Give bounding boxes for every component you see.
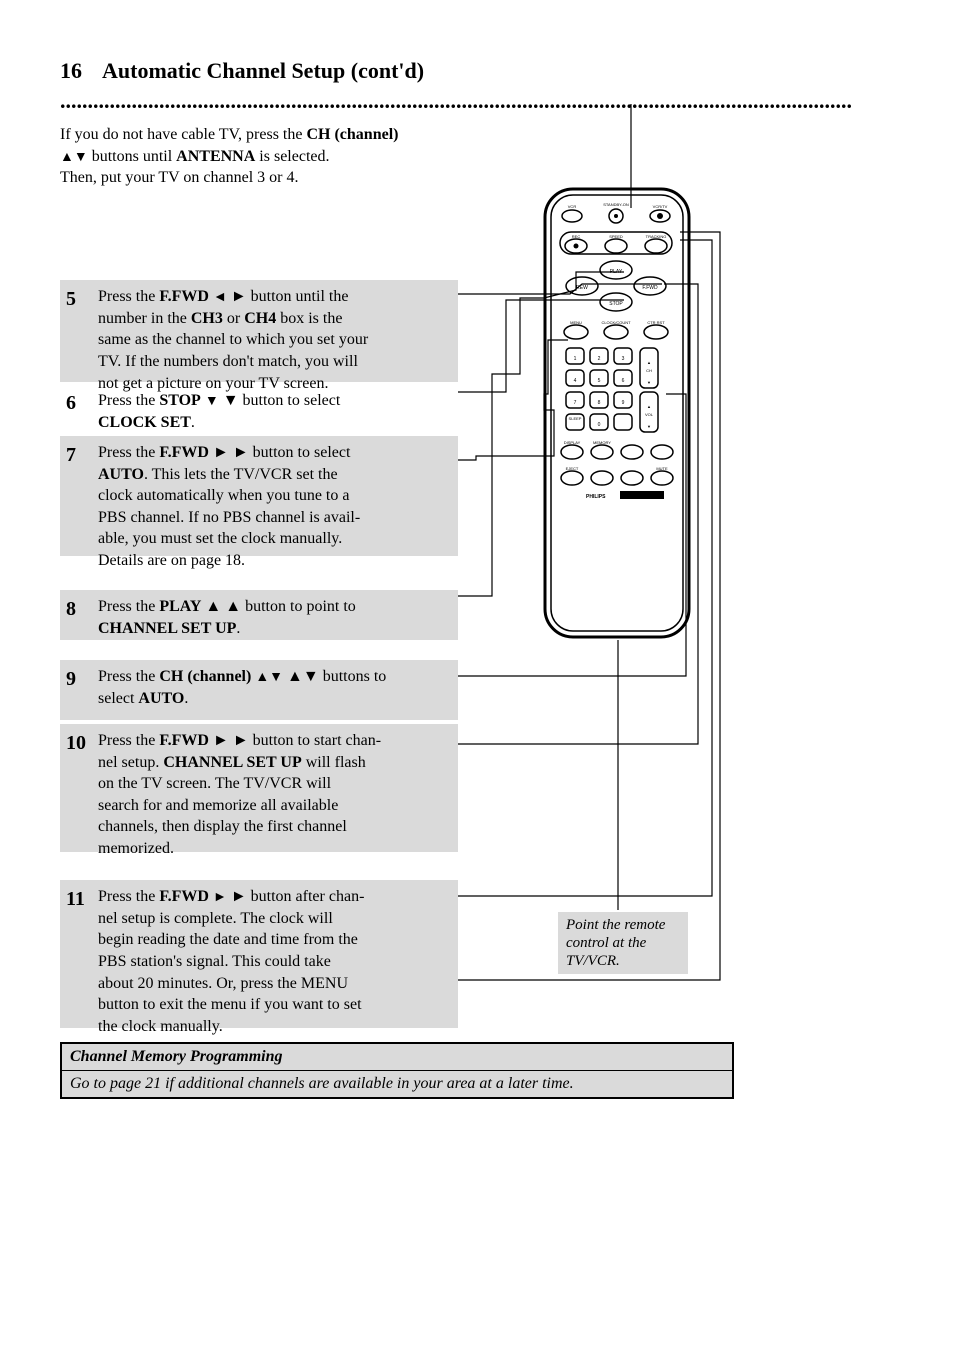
svg-text:EJECT: EJECT xyxy=(566,466,579,471)
step-11-number: 11 xyxy=(66,886,92,913)
svg-text:3: 3 xyxy=(622,356,625,362)
intro-paragraph: If you do not have cable TV, press the C… xyxy=(60,124,460,189)
svg-text:CLOCK/COUNT: CLOCK/COUNT xyxy=(601,320,631,325)
svg-text:PLAY: PLAY xyxy=(610,269,623,275)
header: 16 Automatic Channel Setup (cont'd) ....… xyxy=(60,58,894,128)
note-table: Channel Memory Programming Go to page 21… xyxy=(60,1042,734,1099)
step-10: 10 Press the F.FWD ► ► button to start c… xyxy=(60,724,458,852)
step-7-number: 7 xyxy=(66,442,92,469)
svg-text:7: 7 xyxy=(574,400,577,406)
svg-text:VOL: VOL xyxy=(645,412,654,417)
svg-text:DISPLAY: DISPLAY xyxy=(564,440,581,445)
note-body: Go to page 21 if additional channels are… xyxy=(62,1071,732,1097)
svg-text:▲: ▲ xyxy=(647,360,651,365)
svg-text:▲: ▲ xyxy=(647,404,651,409)
svg-text:REC: REC xyxy=(572,234,581,239)
up-down-arrows-icon: ▲▼ xyxy=(255,670,283,685)
svg-text:6: 6 xyxy=(622,378,625,384)
svg-text:F.FWD: F.FWD xyxy=(642,285,658,291)
note-title: Channel Memory Programming xyxy=(62,1044,732,1071)
remote-transport: PLAY REW F.FWD STOP xyxy=(566,261,666,311)
right-arrow-icon: ► xyxy=(213,890,227,905)
down-arrow-icon: ▼ xyxy=(205,394,219,409)
intro-l1-pre: If you do not have cable TV, press the xyxy=(60,126,306,143)
svg-text:0: 0 xyxy=(598,422,601,428)
side-note: Point the remote control at the TV/VCR. xyxy=(558,912,688,974)
step-11: 11 Press the F.FWD ► ► button after chan… xyxy=(60,880,458,1028)
page-root: 16 Automatic Channel Setup (cont'd) ....… xyxy=(0,0,954,1348)
svg-text:MUTE: MUTE xyxy=(656,466,668,471)
step-6-number: 6 xyxy=(66,390,92,417)
page-number: 16 xyxy=(60,58,82,84)
step-10-number: 10 xyxy=(66,730,92,757)
header-dots: ........................................… xyxy=(60,88,894,114)
svg-text:9: 9 xyxy=(622,400,625,406)
svg-text:5: 5 xyxy=(598,378,601,384)
intro-l3: Then, put your TV on channel 3 or 4. xyxy=(60,167,460,189)
svg-text:STOP: STOP xyxy=(609,301,623,307)
svg-text:STANDBY-ON: STANDBY-ON xyxy=(603,202,629,207)
svg-text:4: 4 xyxy=(574,378,577,384)
svg-text:MENU: MENU xyxy=(570,320,582,325)
step-7: 7 Press the F.FWD ► ► button to select A… xyxy=(60,436,458,556)
intro-l2-post: is selected. xyxy=(255,148,329,165)
svg-text:1: 1 xyxy=(574,356,577,362)
step-8-number: 8 xyxy=(66,596,92,623)
remote-top-row: VCR STANDBY-ON VCR/TV xyxy=(562,202,670,223)
step-9-number: 9 xyxy=(66,666,92,693)
svg-text:CH: CH xyxy=(646,368,652,373)
up-down-arrows-icon: ▲▼ xyxy=(60,150,88,165)
svg-text:SPEED: SPEED xyxy=(609,234,623,239)
intro-l2-bold: ANTENNA xyxy=(176,148,255,165)
svg-text:VCR/TV: VCR/TV xyxy=(653,204,668,209)
remote-control-illustration: VCR STANDBY-ON VCR/TV REC SPEED TRACKING… xyxy=(542,186,692,640)
remote-keypad: 1 2 3 4 5 6 7 8 9 SLEEP 0 xyxy=(566,348,632,430)
svg-text:MEMORY: MEMORY xyxy=(593,440,611,445)
intro-l2-pre: buttons until xyxy=(92,148,176,165)
step-9: 9 Press the CH (channel) ▲▼ ▲▼ buttons t… xyxy=(60,660,458,720)
step-8: 8 Press the PLAY ▲ ▲ button to point to … xyxy=(60,590,458,640)
svg-text:VCR: VCR xyxy=(568,204,577,209)
page-title: Automatic Channel Setup (cont'd) xyxy=(102,58,424,84)
left-arrow-icon: ◄ xyxy=(213,290,227,305)
svg-text:8: 8 xyxy=(598,400,601,406)
svg-text:SLEEP: SLEEP xyxy=(569,416,582,421)
intro-l1-bold: CH (channel) xyxy=(306,126,398,143)
step-5: 5 Press the F.FWD ◄ ► button until the n… xyxy=(60,280,458,382)
svg-text:2: 2 xyxy=(598,356,601,362)
svg-text:REW: REW xyxy=(576,285,588,291)
svg-text:PHILIPS: PHILIPS xyxy=(586,494,606,500)
step-5-number: 5 xyxy=(66,286,92,313)
svg-text:CTR RST: CTR RST xyxy=(647,320,665,325)
svg-text:▼: ▼ xyxy=(647,424,651,429)
svg-text:▼: ▼ xyxy=(647,380,651,385)
step-6: 6 Press the STOP ▼ ▼ button to select CL… xyxy=(60,384,458,434)
